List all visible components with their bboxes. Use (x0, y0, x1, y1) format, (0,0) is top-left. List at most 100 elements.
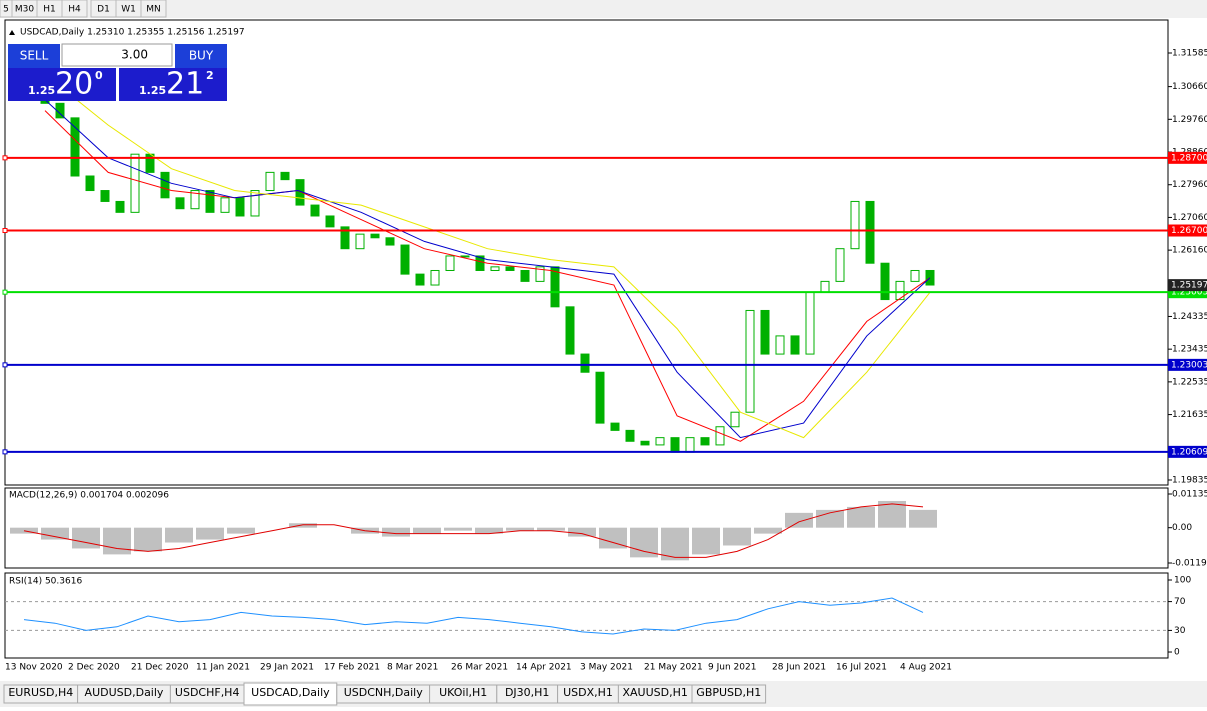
chart-tab[interactable] (691, 684, 767, 704)
chart-tab-label[interactable]: USDX,H1 (563, 686, 613, 699)
candle (175, 197, 185, 210)
candle (490, 266, 500, 271)
chart-tab-label[interactable]: EURUSD,H4 (8, 686, 73, 699)
indicator-title: RSI(14) 50.3616 (9, 577, 82, 587)
x-tick-label: 8 Mar 2021 (387, 663, 438, 673)
candle (220, 197, 230, 213)
candle (340, 226, 350, 250)
indicator-title: MACD(12,26,9) 0.001704 0.002096 (9, 491, 169, 501)
lots-input[interactable] (61, 43, 173, 67)
level-handle (2, 228, 8, 234)
current-price-label: 1.25197 (1171, 281, 1207, 291)
candle (580, 353, 590, 373)
macd-bar (103, 527, 131, 555)
candle (625, 429, 635, 442)
timeframe-label[interactable]: MN (146, 5, 161, 15)
candle (190, 190, 200, 210)
chart-tab-label[interactable]: DJ30,H1 (505, 686, 549, 699)
y-tick-label: 100 (1174, 575, 1191, 585)
macd-bar (382, 527, 410, 537)
x-tick-label: 17 Feb 2021 (324, 663, 380, 673)
x-tick-label: 29 Jan 2021 (260, 663, 314, 673)
macd-bar (289, 523, 317, 528)
macd-bar (568, 527, 596, 537)
candle (790, 335, 800, 355)
sell-price-small[interactable]: 1.25 (28, 84, 55, 97)
macd-bar (878, 500, 906, 528)
lots-value[interactable]: 3.00 (121, 48, 148, 62)
chart-tab-label[interactable]: GBPUSD,H1 (696, 686, 761, 699)
candle (760, 309, 770, 355)
chart-tab-label[interactable]: UKOil,H1 (439, 686, 487, 699)
candle (775, 335, 785, 355)
y-tick-label: 1.22535 (1172, 377, 1207, 387)
buy-label[interactable]: BUY (189, 49, 214, 63)
moving-average (44, 99, 931, 439)
macd-bar (909, 509, 937, 528)
level-label: 1.23003 (1171, 360, 1207, 370)
level-label: 1.28700 (1171, 153, 1207, 163)
x-tick-label: 9 Jun 2021 (708, 663, 756, 673)
x-tick-label: 28 Jun 2021 (772, 663, 826, 673)
candle (805, 291, 815, 355)
chart-tab-label[interactable]: USDCHF,H4 (175, 686, 240, 699)
buy-price-box[interactable] (119, 68, 227, 101)
timeframe-button[interactable] (140, 0, 167, 18)
macd-bar (785, 512, 813, 528)
level-label: 1.26700 (1171, 226, 1207, 236)
sell-button[interactable] (8, 44, 60, 68)
candle (730, 411, 740, 428)
candle (655, 437, 665, 446)
candle (850, 200, 860, 250)
candle (115, 200, 125, 213)
macd-bar (10, 527, 38, 534)
rsi-line (23, 597, 924, 635)
timeframe-label[interactable]: D1 (97, 5, 110, 15)
y-tick-label: 1.30660 (1172, 82, 1207, 92)
chart-tab-label[interactable]: AUDUSD,Daily (85, 686, 164, 699)
candle (925, 269, 935, 286)
buy-price-small[interactable]: 1.25 (139, 84, 166, 97)
candle (430, 269, 440, 286)
timeframe-label[interactable]: W1 (121, 5, 136, 15)
timeframe-label[interactable]: M30 (15, 5, 34, 15)
y-tick-label: 1.31585 (1172, 48, 1207, 58)
candle (835, 248, 845, 282)
x-tick-label: 26 Mar 2021 (451, 663, 508, 673)
chart-tab-label[interactable]: USDCAD,Daily (251, 686, 330, 699)
toolbar (0, 0, 1207, 18)
sell-price-big[interactable]: 20 (55, 67, 93, 102)
macd-bar (165, 527, 193, 543)
timeframe-label[interactable]: H1 (43, 5, 56, 15)
level-handle (2, 289, 8, 295)
buy-price-big[interactable]: 21 (166, 67, 204, 102)
y-tick-label: 30 (1174, 626, 1186, 636)
chart-tab-label[interactable]: USDCNH,Daily (344, 686, 424, 699)
buy-price-sup[interactable]: 2 (206, 69, 214, 82)
candle (250, 190, 260, 217)
buy-button[interactable] (175, 44, 227, 68)
timeframe-button[interactable] (61, 0, 88, 18)
timeframe-label[interactable]: 5 (3, 5, 9, 15)
timeframe-label[interactable]: H4 (68, 5, 81, 15)
y-tick-label: 70 (1174, 597, 1186, 607)
macd-bar (661, 527, 689, 561)
candle (235, 197, 245, 217)
x-tick-label: 21 May 2021 (644, 663, 703, 673)
candle (670, 437, 680, 453)
candle (70, 117, 80, 177)
sell-price-sup[interactable]: 0 (95, 69, 103, 82)
macd-bar (413, 527, 441, 534)
sell-price-box[interactable] (8, 68, 116, 101)
candle (460, 255, 470, 258)
chart-header: USDCAD,Daily 1.25310 1.25355 1.25156 1.2… (20, 28, 245, 38)
candle (685, 437, 695, 453)
macd-bar (630, 527, 658, 558)
macd-bar (537, 527, 565, 531)
chart-tab-label[interactable]: XAUUSD,H1 (623, 686, 688, 699)
sell-label[interactable]: SELL (20, 49, 49, 63)
level-label-box (1168, 224, 1207, 237)
level-label: 1.25003 (1171, 288, 1207, 298)
